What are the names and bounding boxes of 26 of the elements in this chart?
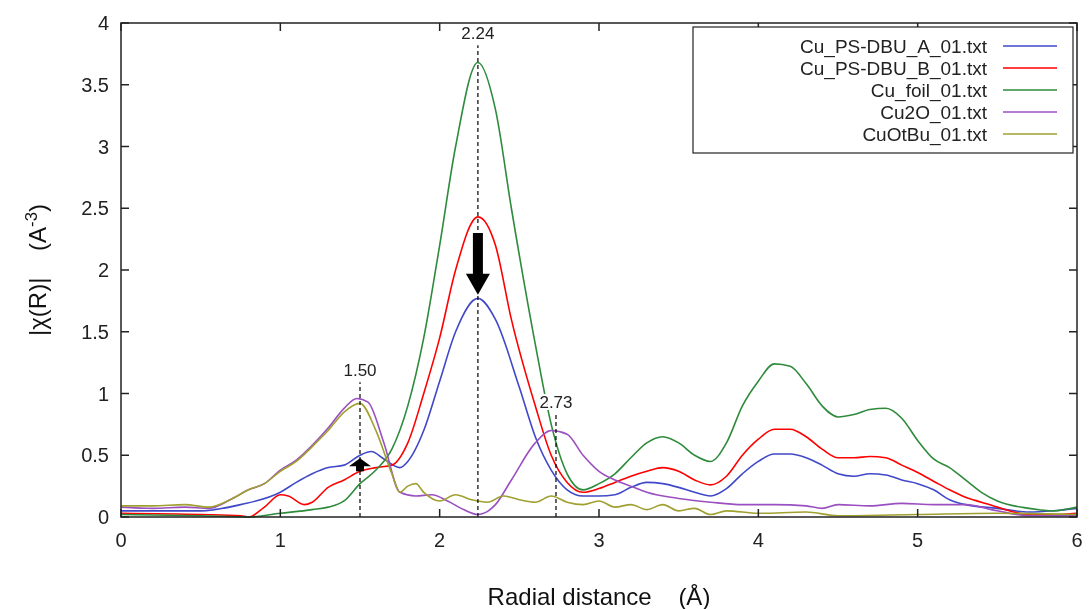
y-tick-label: 1 <box>97 382 109 405</box>
line-series <box>120 61 1078 518</box>
x-tick-label: 1 <box>274 529 286 551</box>
legend-label: Cu_PS-DBU_B_01.txt <box>800 58 988 80</box>
x-tick-label: 4 <box>752 529 764 551</box>
legend-label: Cu_foil_01.txt <box>870 80 988 102</box>
legend-label: Cu_PS-DBU_A_01.txt <box>800 36 988 58</box>
legend-label: Cu2O_01.txt <box>880 102 988 124</box>
line-series <box>120 216 1078 518</box>
y-tick-label: 0 <box>97 506 109 528</box>
y-tick-label: 0.5 <box>81 444 109 467</box>
line-series <box>120 297 1078 513</box>
ref-line-label: 2.24 <box>461 24 495 44</box>
y-tick-label: 2 <box>97 259 109 281</box>
y-tick-label: 4 <box>97 12 109 34</box>
ref-line-label: 1.50 <box>343 361 377 381</box>
x-tick-label: 3 <box>593 529 605 551</box>
y-tick-label: 1.5 <box>81 320 109 343</box>
y-tick-label: 2.5 <box>81 197 109 220</box>
x-tick-label: 0 <box>115 529 127 551</box>
x-tick-label: 2 <box>434 529 446 551</box>
x-tick-label: 6 <box>1071 529 1083 551</box>
x-tick-label: 5 <box>912 529 924 551</box>
y-tick-label: 3.5 <box>81 73 109 96</box>
y-tick-label: 3 <box>97 135 109 158</box>
legend-label: CuOtBu_01.txt <box>862 124 988 146</box>
